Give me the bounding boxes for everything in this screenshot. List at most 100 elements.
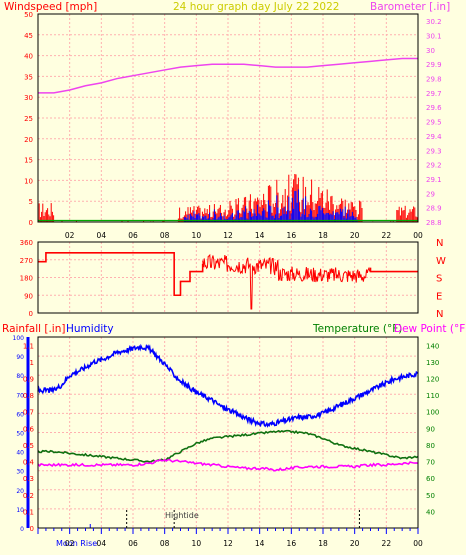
windspeed-axis-title: Windspeed [mph] (4, 1, 97, 13)
humidity-panel-hour-label: 00 (413, 539, 423, 548)
humidity-tick-label: 0 (20, 526, 24, 533)
barometer-tick-label: 28.9 (426, 205, 442, 213)
humidity-panel-hour-label: 10 (192, 539, 202, 548)
chart-title: 24 hour graph day July 22 2022 (173, 1, 339, 13)
humidity-panel-hour-label: 20 (350, 539, 360, 548)
barometer-tick-label: 29.3 (426, 147, 442, 155)
rainfall-tick-label: 0.5 (23, 442, 34, 450)
barometer-tick-label: 30 (426, 47, 435, 55)
humidity-panel-hour-label: 04 (97, 539, 107, 548)
compass-letter: N (436, 238, 443, 249)
temperature-tick-label: 40 (426, 508, 435, 516)
wind-panel-hour-label: 02 (65, 231, 75, 240)
rainfall-axis-title: Rainfall [.in] (2, 323, 65, 335)
humidity-panel-hour-label: 12 (223, 539, 233, 548)
humidity-tick-label: 100 (13, 335, 25, 342)
rainfall-tick-label: 1 (30, 359, 34, 367)
humidity-tick-label: 60 (16, 411, 24, 418)
humidity-tick-label: 70 (16, 392, 24, 399)
wind-gust-bars (183, 189, 358, 222)
compass-letter: S (436, 274, 442, 285)
humidity-tick-label: 20 (16, 488, 24, 495)
wind-panel-hour-label: 14 (255, 231, 265, 240)
humidity-panel-hour-label: 02 (65, 539, 75, 548)
dewpoint-line (37, 458, 419, 472)
temperature-tick-label: 140 (426, 342, 439, 350)
barometer-tick-label: 29.8 (426, 76, 442, 84)
barometer-tick-label: 29.7 (426, 90, 442, 98)
rainfall-tick-label: 0.2 (23, 492, 34, 500)
windspeed-tick-label: 35 (24, 73, 33, 81)
wind-panel-hour-label: 16 (287, 231, 297, 240)
humidity-panel-hour-label: 22 (382, 539, 392, 548)
rainfall-tick-label: 0.4 (23, 459, 35, 467)
windspeed-tick-label: 15 (24, 157, 33, 165)
temperature-tick-label: 90 (426, 425, 435, 433)
wind-panel-frame (37, 13, 419, 223)
rainfall-tick-label: 0.9 (23, 376, 34, 384)
temperature-line (37, 429, 419, 464)
rainfall-tick-label: 1.1 (23, 342, 34, 350)
hightide-label: Hightide (165, 511, 199, 520)
windspeed-tick-label: 45 (24, 32, 33, 40)
windspeed-tick-label: 40 (24, 53, 33, 61)
windspeed-tick-label: 30 (24, 94, 33, 102)
humidity-panel-hour-label: 06 (128, 539, 138, 548)
humidity-tick-label: 80 (16, 373, 24, 380)
wind-panel-hour-label: 18 (318, 231, 328, 240)
barometer-tick-label: 29.1 (426, 176, 442, 184)
wind-direction-line (369, 267, 418, 273)
rainfall-tick-label: 0.8 (23, 392, 34, 400)
wind-panel-hour-label: 22 (382, 231, 392, 240)
wind-panel-hour-label: 12 (223, 231, 233, 240)
humidity-axis-title: Humidity (66, 323, 114, 335)
rainfall-tick-label: 0.6 (23, 425, 35, 433)
compass-letter: N (436, 309, 443, 320)
barometer-axis-title: Barometer [.in] (370, 1, 450, 13)
barometer-tick-label: 29.2 (426, 162, 442, 170)
temperature-tick-label: 70 (426, 459, 435, 467)
barometer-line (38, 57, 418, 94)
direction-tick-label: 360 (20, 239, 33, 247)
wind-panel-hour-label: 20 (350, 231, 360, 240)
humidity-tick-label: 10 (16, 507, 24, 514)
direction-tick-label: 180 (20, 275, 33, 283)
compass-letter: W (436, 256, 446, 267)
temperature-tick-label: 100 (426, 409, 439, 417)
windspeed-tick-label: 50 (24, 11, 33, 19)
rainfall-tick-label: 0 (30, 525, 34, 533)
humidity-tick-label: 90 (16, 354, 24, 361)
rainfall-tick-label: 0.1 (23, 508, 34, 516)
direction-tick-label: 0 (29, 310, 33, 318)
barometer-tick-label: 30.2 (426, 18, 442, 26)
rainfall-tick-label: 0.3 (23, 475, 34, 483)
dewpoint-axis-title: Dew Point (°F) (394, 323, 466, 335)
temperature-tick-label: 50 (426, 492, 435, 500)
windspeed-tick-label: 5 (29, 198, 33, 206)
windspeed-tick-label: 20 (24, 136, 33, 144)
barometer-tick-label: 29 (426, 190, 435, 198)
barometer-tick-label: 28.8 (426, 219, 442, 227)
direction-panel-frame (37, 241, 419, 314)
temperature-tick-label: 120 (426, 376, 439, 384)
rainfall-tick-label: 0.7 (23, 409, 34, 417)
barometer-tick-label: 29.5 (426, 119, 442, 127)
temperature-tick-label: 60 (426, 475, 435, 483)
humidity-tick-label: 40 (16, 450, 24, 457)
temperature-tick-label: 110 (426, 392, 439, 400)
temperature-axis-title: Temperature (°F) (312, 323, 402, 335)
temperature-tick-label: 80 (426, 442, 435, 450)
wind-panel-hour-label: 04 (97, 231, 107, 240)
wind-direction-variable (202, 253, 371, 310)
wind-panel-hour-label: 00 (413, 231, 423, 240)
humidity-tick-label: 50 (16, 431, 24, 438)
humidity-panel-hour-label: 14 (255, 539, 265, 548)
windspeed-tick-label: 10 (24, 177, 33, 185)
barometer-tick-label: 30.1 (426, 33, 442, 41)
wind-panel-hour-label: 08 (160, 231, 170, 240)
wind-panel-hour-label: 06 (128, 231, 138, 240)
compass-letter: E (436, 291, 442, 302)
